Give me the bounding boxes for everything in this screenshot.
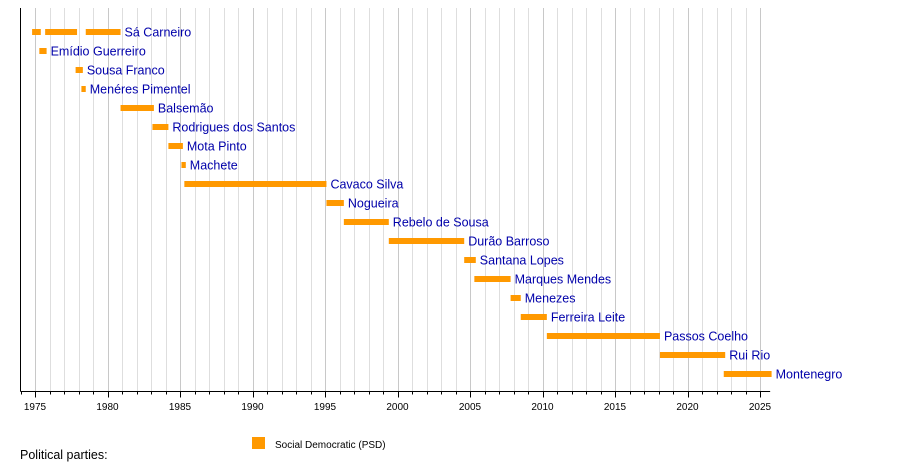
bar-nogueira xyxy=(326,200,344,206)
bar-s-carneiro xyxy=(45,29,78,35)
row-label: Sousa Franco xyxy=(87,64,165,78)
bar-mota-pinto xyxy=(168,143,183,149)
gridlines xyxy=(35,8,761,392)
row-label: Montenegro xyxy=(776,368,843,382)
tick-label: 1990 xyxy=(241,402,264,413)
row-label: Rebelo de Sousa xyxy=(393,216,489,230)
row-label: Santana Lopes xyxy=(480,254,564,268)
row-label: Emídio Guerreiro xyxy=(51,45,146,59)
bar-rebelo-de-sousa xyxy=(343,219,389,225)
bar-marques-mendes xyxy=(474,276,511,282)
row-label: Balsemão xyxy=(158,102,214,116)
row-label: Ferreira Leite xyxy=(551,311,625,325)
tick-label: 2000 xyxy=(386,402,409,413)
tick-label: 2010 xyxy=(531,402,554,413)
bar-rui-rio xyxy=(659,352,726,358)
bar-cavaco-silva xyxy=(184,181,327,187)
row-label: Cavaco Silva xyxy=(330,178,403,192)
bar-s-carneiro xyxy=(85,29,121,35)
row-label: Mota Pinto xyxy=(187,140,247,154)
bar-sousa-franco xyxy=(75,67,83,73)
row-labels: Sá Carneiro Emídio Guerreiro Sousa Franco M… xyxy=(51,26,843,382)
legend-title: Political parties: xyxy=(20,448,108,462)
bar-menezes xyxy=(510,295,521,301)
tick-label: 1985 xyxy=(169,402,192,413)
bar-balsem-o xyxy=(120,105,154,111)
bars xyxy=(32,29,772,377)
bar-men-res-pimentel xyxy=(81,86,86,92)
legend-label-psd: Social Democratic (PSD) xyxy=(275,440,386,451)
row-label: Machete xyxy=(190,159,238,173)
bar-em-dio-guerreiro xyxy=(39,48,47,54)
tick-label: 2020 xyxy=(676,402,699,413)
bar-s-carneiro xyxy=(32,29,41,35)
bar-ferreira-leite xyxy=(520,314,547,320)
tick-label: 2005 xyxy=(459,402,482,413)
bar-montenegro xyxy=(723,371,772,377)
x-axis: 1975 1980 1985 1990 1995 2000 2005 2010 2015 2020… xyxy=(20,8,772,413)
tick-label: 1980 xyxy=(96,402,119,413)
row-label: Sá Carneiro xyxy=(125,26,192,40)
row-label: Rodrigues dos Santos xyxy=(172,121,295,135)
tick-label: 2025 xyxy=(749,402,772,413)
row-label: Durão Barroso xyxy=(468,235,549,249)
tick-label: 2015 xyxy=(604,402,627,413)
legend-swatch-psd xyxy=(252,437,265,449)
tick-label: 1975 xyxy=(24,402,47,413)
tick-label: 1995 xyxy=(314,402,337,413)
row-label: Menezes xyxy=(525,292,576,306)
bar-santana-lopes xyxy=(464,257,476,263)
row-label: Menéres Pimentel xyxy=(90,83,191,97)
row-label: Nogueira xyxy=(348,197,399,211)
bar-passos-coelho xyxy=(546,333,660,339)
bar-dur-o-barroso xyxy=(388,238,465,244)
row-label: Passos Coelho xyxy=(664,330,748,344)
bar-machete xyxy=(181,162,186,168)
row-label: Rui Rio xyxy=(729,349,770,363)
legend: Political parties: Social Democratic (PS… xyxy=(20,437,386,462)
row-label: Marques Mendes xyxy=(515,273,612,287)
bar-rodrigues-dos-santos xyxy=(152,124,169,130)
